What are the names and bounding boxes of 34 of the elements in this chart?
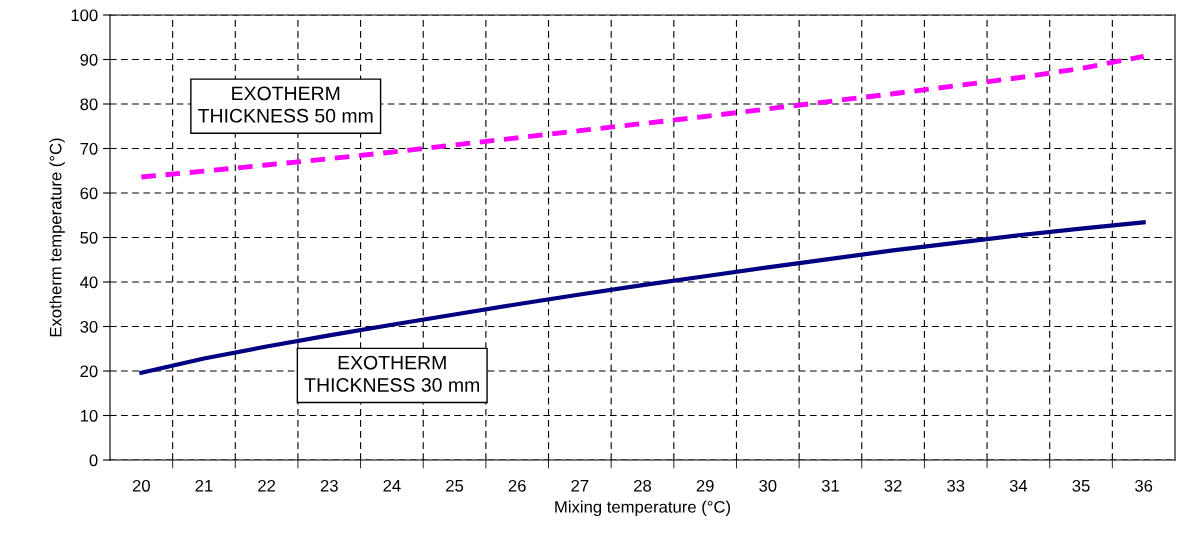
x-tick-label: 30 [759, 479, 777, 492]
x-tick-label: 32 [884, 479, 902, 492]
y-tick-label: 50 [80, 231, 98, 244]
y-tick-label: 80 [80, 98, 98, 111]
y-tick-label: 90 [80, 53, 98, 66]
x-tick-label: 28 [634, 479, 652, 492]
x-tick-label: 23 [320, 479, 338, 492]
x-tick-label: 34 [1009, 479, 1028, 492]
x-tick-label: 33 [947, 479, 965, 492]
y-tick-label: 20 [80, 365, 98, 378]
x-tick-label: 29 [696, 479, 714, 492]
x-tick-label: 25 [446, 479, 464, 492]
series-label: EXOTHERM THICKNESS 30 mm [304, 355, 479, 392]
y-tick-label: 70 [80, 142, 98, 155]
line-series [138, 53, 1147, 180]
y-tick-label: 0 [89, 454, 98, 467]
series-label: EXOTHERM THICKNESS 50 mm [198, 86, 373, 123]
x-tick-label: 36 [1135, 479, 1153, 492]
x-axis-title: Mixing temperature (°C) [555, 500, 731, 517]
x-tick-label: 24 [383, 479, 401, 492]
line-series [139, 220, 1146, 375]
x-tick-label: 31 [821, 479, 839, 492]
x-tick-label: 20 [132, 479, 150, 492]
y-tick-label: 10 [80, 409, 98, 422]
x-tick-label: 27 [571, 479, 589, 492]
x-tick-label: 35 [1072, 479, 1090, 492]
y-axis-title: Exotherm temperature (°C) [49, 138, 65, 337]
y-tick-label: 40 [80, 276, 98, 289]
x-tick-label: 21 [195, 479, 213, 492]
y-tick-label: 100 [71, 9, 98, 22]
y-tick-label: 30 [80, 320, 98, 333]
x-tick-label: 26 [508, 479, 526, 492]
y-tick-label: 60 [80, 187, 98, 200]
x-tick-label: 22 [258, 479, 276, 492]
